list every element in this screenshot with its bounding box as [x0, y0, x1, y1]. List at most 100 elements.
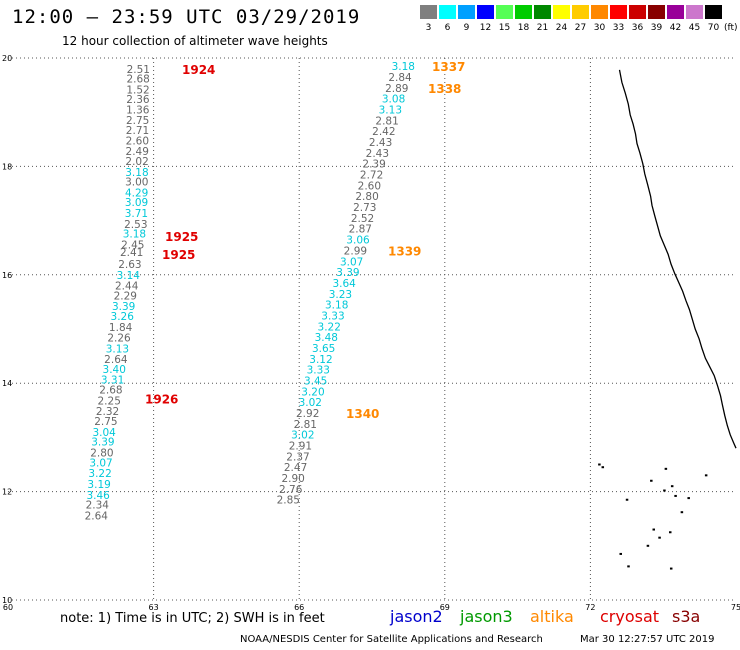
wave-height-label: 2.02 — [125, 156, 148, 168]
wave-height-label: 2.43 — [369, 137, 392, 149]
island-12 — [669, 567, 673, 570]
island-15 — [598, 463, 601, 466]
wave-height-label: 2.39 — [362, 159, 385, 171]
wave-height-label: 2.49 — [126, 146, 149, 158]
wave-height-label: 2.84 — [388, 72, 412, 84]
scale-swatch-21 — [534, 5, 551, 19]
wave-height-label: 2.51 — [127, 64, 150, 76]
scale-swatch-12 — [477, 5, 494, 19]
wave-height-label: 3.14 — [117, 270, 141, 282]
lat-tick-label: 14 — [2, 379, 12, 388]
satellite-s3a: s3a — [672, 607, 701, 626]
lat-tick-label: 18 — [2, 162, 12, 171]
wave-height-label: 1.84 — [109, 322, 133, 334]
island-0 — [664, 467, 668, 470]
wave-height-label: 2.25 — [98, 396, 121, 408]
wave-height-label: 2.60 — [126, 135, 149, 147]
scale-swatch-18 — [515, 5, 532, 19]
scale-label-27: 27 — [574, 23, 587, 33]
lon-tick-label: 69 — [440, 603, 450, 612]
map-title: 12:00 – 23:59 UTC 03/29/2019 — [12, 6, 361, 28]
pass-time-label: 1339 — [388, 244, 421, 258]
wave-height-label: 2.87 — [349, 224, 372, 236]
scale-label-33: 33 — [612, 23, 625, 33]
wave-height-label: 3.18 — [392, 61, 415, 73]
lon-tick-label: 72 — [585, 603, 595, 612]
scale-swatch-15 — [496, 5, 513, 19]
wave-height-label: 3.00 — [125, 177, 148, 189]
wave-height-label: 2.81 — [375, 115, 398, 127]
scale-label-3: 3 — [425, 23, 432, 33]
wave-height-label: 3.33 — [321, 310, 344, 322]
scale-label-39: 39 — [650, 23, 663, 33]
wave-height-label: 3.12 — [309, 354, 332, 366]
wave-height-label: 2.63 — [118, 259, 141, 271]
pass-time-label: 1926 — [145, 392, 178, 406]
wave-height-label: 2.72 — [360, 170, 383, 182]
scale-label-15: 15 — [498, 23, 511, 33]
island-17 — [674, 494, 677, 497]
wave-height-label: 3.08 — [382, 94, 405, 106]
wave-height-label: 3.64 — [332, 278, 356, 290]
wave-height-label: 3.39 — [91, 437, 114, 449]
wave-height-label: 2.92 — [296, 408, 319, 420]
satellite-cryosat: cryosat — [600, 607, 660, 626]
wave-height-label: 2.89 — [385, 83, 408, 95]
wave-height-label: 2.75 — [94, 416, 117, 428]
wave-height-label: 3.07 — [340, 256, 363, 268]
wave-height-label: 2.36 — [126, 94, 150, 106]
wave-height-label: 2.85 — [277, 495, 300, 507]
wave-height-label: 3.23 — [329, 289, 352, 301]
scale-swatch-39 — [648, 5, 665, 19]
wave-height-label: 3.31 — [101, 374, 124, 386]
wave-height-label: 3.20 — [301, 386, 324, 398]
wave-height-label: 2.99 — [344, 245, 367, 257]
wave-height-label: 3.09 — [125, 197, 148, 209]
wave-height-label: 2.73 — [353, 202, 376, 214]
wave-height-label: 2.71 — [126, 125, 149, 137]
island-11 — [619, 552, 622, 555]
island-2 — [670, 485, 674, 488]
wave-height-label: 3.45 — [304, 375, 327, 387]
wave-height-label: 3.39 — [112, 301, 135, 313]
wave-height-label: 2.68 — [99, 385, 122, 397]
wave-height-label: 2.47 — [284, 462, 307, 474]
pass-time-label: 1340 — [346, 407, 379, 421]
scale-swatch-70 — [705, 5, 722, 19]
wave-height-label: 3.22 — [88, 468, 111, 480]
wave-height-label: 3.06 — [346, 235, 370, 247]
wave-height-label: 2.52 — [351, 213, 374, 225]
scale-swatch-24 — [553, 5, 570, 19]
scale-label-70: 70 — [707, 23, 720, 33]
wave-height-label: 2.34 — [86, 500, 110, 512]
scale-swatch-9 — [458, 5, 475, 19]
wave-height-label: 2.80 — [90, 448, 113, 460]
lon-tick-label: 75 — [731, 603, 740, 612]
wave-height-label: 2.81 — [294, 419, 317, 431]
wave-height-label: 2.41 — [120, 247, 143, 259]
lon-tick-label: 63 — [149, 603, 159, 612]
scale-label-21: 21 — [536, 23, 549, 33]
wave-height-label: 2.68 — [126, 74, 149, 86]
wave-height-label: 3.46 — [86, 490, 110, 502]
lat-tick-label: 12 — [2, 488, 12, 497]
wave-height-label: 3.39 — [336, 267, 359, 279]
wave-height-label: 3.13 — [379, 104, 402, 116]
island-7 — [668, 531, 672, 534]
wave-height-label: 2.43 — [366, 148, 389, 160]
wave-height-label: 3.33 — [307, 365, 330, 377]
wave-height-label: 2.91 — [289, 441, 312, 453]
wave-height-label: 3.26 — [111, 311, 135, 323]
wave-height-label: 2.29 — [114, 290, 137, 302]
wave-height-label: 1.52 — [126, 84, 149, 96]
credit-text: NOAA/NESDIS Center for Satellite Applica… — [240, 634, 543, 645]
scale-label-42: 42 — [669, 23, 682, 33]
wave-height-label: 2.44 — [115, 281, 139, 293]
coastline — [618, 69, 737, 449]
scale-label-45: 45 — [688, 23, 701, 33]
wave-height-label: 3.71 — [125, 208, 148, 220]
satellite-altika: altika — [530, 607, 574, 626]
scale-label-24: 24 — [555, 23, 568, 33]
scale-swatch-3 — [420, 5, 437, 19]
island-10 — [627, 565, 630, 568]
